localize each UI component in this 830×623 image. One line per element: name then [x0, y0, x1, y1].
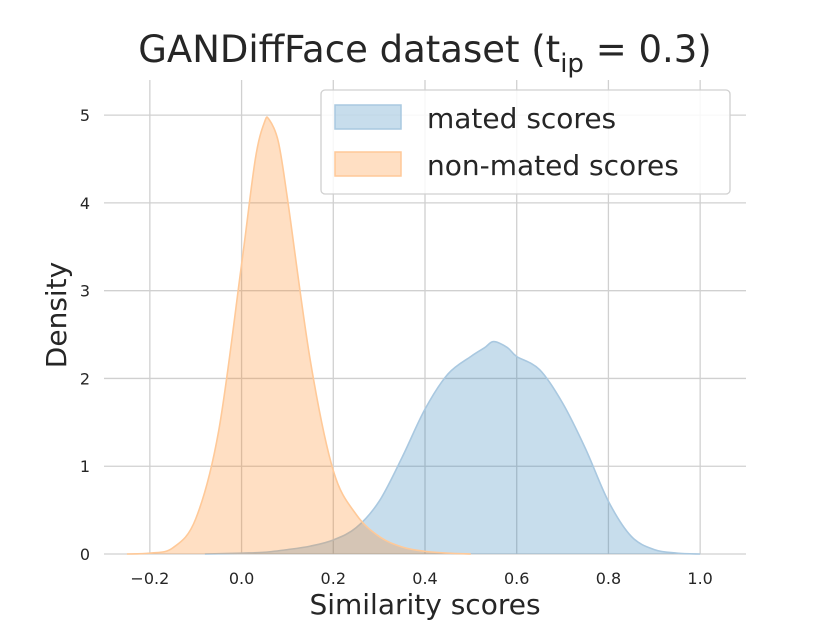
x-tick-label: 1.0	[687, 569, 712, 588]
chart-title-subscript: ip	[560, 49, 584, 79]
y-tick-label: 0	[80, 545, 90, 564]
legend-label-mated: mated scores	[427, 102, 616, 135]
chart-title: GANDiffFace dataset (tip = 0.3)	[138, 28, 712, 79]
legend-swatch-non-mated	[334, 151, 402, 177]
x-tick-label: 0.0	[229, 569, 254, 588]
x-tick-label: 0.2	[321, 569, 346, 588]
density-area-mated-scores	[204, 341, 701, 554]
x-tick-label: 0.6	[504, 569, 529, 588]
y-tick-labels: 0 1 2 3 4 5	[80, 106, 90, 564]
y-tick-label: 5	[80, 106, 90, 125]
legend-box	[320, 89, 731, 195]
x-tick-label: −0.2	[130, 569, 169, 588]
y-tick-label: 3	[80, 282, 90, 301]
y-tick-label: 4	[80, 194, 90, 213]
legend-label-non-mated: non-mated scores	[427, 149, 679, 182]
series-layer	[126, 116, 701, 555]
legend-swatch-mated	[334, 104, 402, 130]
x-tick-label: 0.4	[412, 569, 437, 588]
legend: mated scores non-mated scores	[320, 89, 731, 195]
density-area-non-mated-scores	[126, 117, 471, 555]
x-axis-label: Similarity scores	[309, 588, 540, 621]
x-tick-label: 0.8	[596, 569, 621, 588]
density-line-mated-scores	[204, 340, 701, 555]
x-tick-labels: −0.2 0.0 0.2 0.4 0.6 0.8 1.0	[130, 569, 712, 588]
chart-title-main: GANDiffFace dataset (t	[138, 28, 560, 71]
y-axis-label: Density	[40, 262, 73, 368]
y-tick-label: 2	[80, 369, 90, 388]
density-line-non-mated-scores	[126, 116, 471, 555]
chart-title-suffix: = 0.3)	[584, 28, 712, 71]
y-tick-label: 1	[80, 457, 90, 476]
